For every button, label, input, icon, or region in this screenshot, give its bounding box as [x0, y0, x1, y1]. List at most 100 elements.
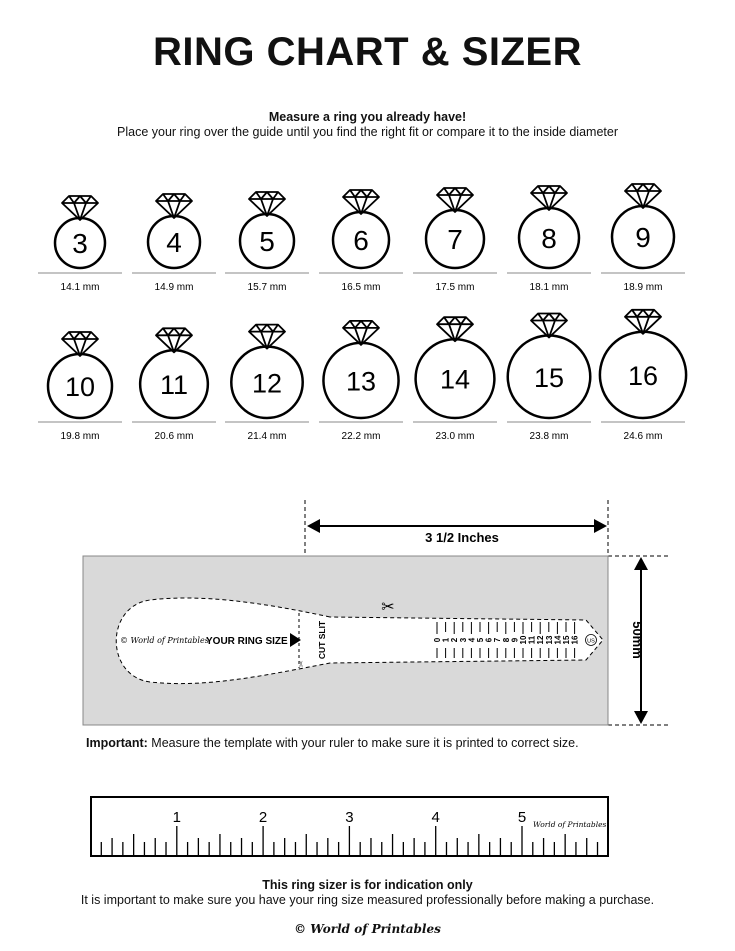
ring-size-label: 4 — [166, 227, 182, 258]
diamond-icon — [248, 323, 286, 350]
diamond-icon — [155, 193, 193, 219]
your-ring-size-label: YOUR RING SIZE — [206, 636, 288, 647]
scale-number: 9 — [510, 637, 519, 642]
scale-number: 1 — [442, 637, 451, 642]
diamond-icon — [436, 316, 474, 343]
ring-diameter: 14.9 mm — [155, 282, 194, 293]
important-note: Important: Measure the template with you… — [86, 736, 579, 750]
ring-size-label: 6 — [353, 225, 369, 256]
ring-size-label: 13 — [346, 366, 376, 396]
scale-number: 5 — [476, 637, 485, 642]
scale-number: 15 — [562, 635, 571, 644]
ruler-number: 3 — [345, 809, 353, 826]
page-title: RING CHART & SIZER — [153, 30, 582, 74]
diamond-icon — [61, 195, 99, 221]
important-label: Important: — [86, 736, 148, 750]
ruler-number: 4 — [432, 809, 440, 826]
ring-diameter: 23.8 mm — [530, 431, 569, 442]
scale-number: 14 — [553, 635, 562, 644]
scale-number: 3 — [459, 637, 468, 642]
diamond-icon — [436, 187, 474, 213]
diamond-icon — [342, 189, 380, 215]
diamond-icon — [530, 312, 568, 339]
ruler-number: 2 — [259, 809, 267, 826]
diamond-icon — [61, 331, 99, 357]
diamond-icon — [624, 183, 662, 209]
ring-16: 16 24.6 mm — [598, 308, 688, 442]
ring-diameter: 24.6 mm — [624, 431, 663, 442]
ring-diameter: 20.6 mm — [155, 431, 194, 442]
ring-size-label: 7 — [447, 224, 463, 255]
ring-diameter: 14.1 mm — [61, 282, 100, 293]
ring-diameter: 16.5 mm — [342, 282, 381, 293]
ring-15: 15 23.8 mm — [506, 312, 592, 442]
ring-size-label: 12 — [252, 368, 282, 398]
ring-sizer-strip — [115, 597, 604, 685]
scale-number: 13 — [545, 635, 554, 644]
ring-diameter: 18.9 mm — [624, 282, 663, 293]
scale-number: 8 — [502, 637, 511, 642]
height-label: 50mm — [630, 621, 645, 659]
scale-number: 6 — [485, 637, 494, 642]
sizer-brand: © World of Printables — [120, 636, 209, 645]
ring-14: 14 23.0 mm — [413, 316, 497, 442]
important-text: Measure the template with your ruler to … — [151, 736, 579, 750]
scale-number: 4 — [467, 637, 476, 642]
diamond-icon — [342, 320, 380, 346]
ruler-number: 5 — [518, 809, 526, 826]
cut-slit-label: CUT SLIT — [317, 620, 327, 659]
ring-diameter: 18.1 mm — [530, 282, 569, 293]
diamond-icon — [248, 191, 286, 217]
scissors-icon: ✂ — [381, 599, 394, 616]
ring-6: 6 16.5 mm — [319, 189, 403, 293]
ring-4: 4 14.9 mm — [132, 193, 216, 293]
ring-diameter: 15.7 mm — [248, 282, 287, 293]
scale-number: 10 — [519, 635, 528, 644]
intro-text: Place your ring over the guide until you… — [117, 125, 618, 139]
footer-brand: © World of Printables — [294, 922, 441, 936]
ring-11: 11 20.6 mm — [132, 327, 216, 442]
ring-5: 5 15.7 mm — [225, 191, 309, 293]
us-badge-label: US — [587, 639, 595, 645]
ring-7: 7 17.5 mm — [413, 187, 497, 293]
ring-diameter: 22.2 mm — [342, 431, 381, 442]
ruler-number: 1 — [173, 809, 181, 826]
scale-number: 12 — [536, 635, 545, 644]
ring-size-label: 3 — [72, 228, 88, 259]
footer-text: It is important to make sure you have yo… — [80, 893, 655, 907]
ring-12: 12 21.4 mm — [225, 323, 309, 442]
ring-size-label: 16 — [628, 361, 658, 391]
ring-13: 13 22.2 mm — [319, 320, 403, 442]
intro-heading: Measure a ring you already have! — [268, 110, 467, 124]
scale-number: 7 — [493, 637, 502, 642]
ring-size-label: 10 — [65, 372, 95, 402]
ring-size-label: 5 — [259, 226, 275, 257]
ring-8: 8 18.1 mm — [507, 185, 591, 293]
diamond-icon — [530, 185, 568, 211]
ring-diameter: 21.4 mm — [248, 431, 287, 442]
ring-size-label: 14 — [440, 365, 470, 395]
ring-size-label: 9 — [635, 222, 651, 253]
diamond-icon — [624, 308, 662, 335]
ring-9: 9 18.9 mm — [601, 183, 685, 293]
small-scissors-icon: ✂ — [297, 660, 306, 667]
scale-number: 11 — [528, 635, 537, 644]
diamond-icon — [155, 327, 193, 354]
scale-number: 16 — [571, 635, 580, 644]
ring-size-label: 8 — [541, 223, 557, 254]
scale-number: 0 — [433, 637, 442, 642]
us-badge — [585, 634, 597, 646]
ring-diameter: 23.0 mm — [436, 431, 475, 442]
footer-heading: This ring sizer is for indication only — [262, 878, 473, 892]
ring-diameter: 19.8 mm — [61, 431, 100, 442]
pointer-arrow-icon — [290, 633, 301, 647]
ring-10: 10 19.8 mm — [38, 331, 122, 442]
ring-3: 3 14.1 mm — [38, 195, 122, 293]
ruler-brand: World of Printables — [533, 820, 607, 829]
ring-size-label: 15 — [534, 363, 564, 393]
ring-size-label: 11 — [160, 370, 188, 400]
width-label: 3 1/2 Inches — [425, 530, 499, 545]
ring-diameter: 17.5 mm — [436, 282, 475, 293]
scale-number: 2 — [450, 637, 459, 642]
